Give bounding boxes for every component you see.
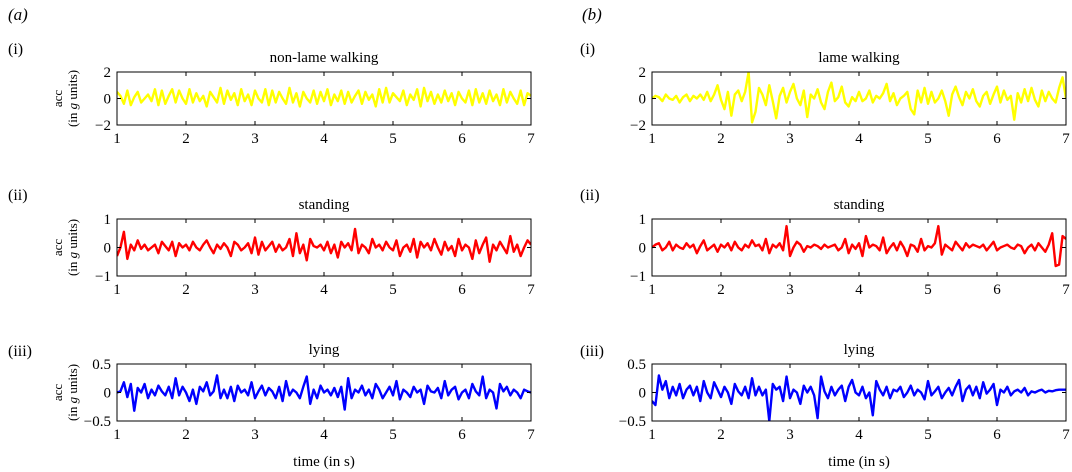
x-tick-label: 7 [1062,282,1070,298]
y-tick-label: 0 [104,386,112,402]
y-tick-label: −0.5 [84,414,111,430]
subplot-3: (ii) standing 1 2 3 4 5 6 7 −1 0 1 [580,187,1070,298]
x-tick-label: 2 [717,427,725,443]
series-line [652,72,1066,124]
x-tick-label: 4 [320,131,328,147]
y-tick-label: 0.5 [627,357,646,373]
x-tick-label: 1 [113,282,121,298]
x-tick-label: 3 [786,282,794,298]
row-label: (ii) [8,187,28,204]
axes-frame [651,71,1067,126]
subplot-2: (ii) standing 1 2 3 4 5 6 7 −1 0 1 acc(in g units) [8,187,535,298]
row-label: (iii) [8,343,32,360]
x-tick-label: 1 [648,131,656,147]
y-tick-label: 0 [639,386,647,402]
x-tick-label: 5 [924,131,932,147]
chart-title: standing [834,197,885,213]
x-tick-label: 1 [648,427,656,443]
x-tick-label: 6 [458,131,466,147]
y-tick-label: −1 [95,269,111,285]
series-line [117,374,531,412]
x-tick-label: 4 [855,131,863,147]
y-tick-label: 2 [639,65,647,81]
panel-label-b: (b) [582,5,602,24]
x-tick-label: 3 [251,282,259,298]
y-tick-label: 0 [639,241,647,257]
series-line [652,224,1066,268]
x-tick-label: 6 [993,282,1001,298]
panel-label-a: (a) [8,5,28,24]
y-tick-label: −0.5 [619,414,646,430]
x-axis-label: time (in s) [293,454,355,470]
x-tick-label: 4 [855,427,863,443]
charts: (i) non-lame walking 1 2 3 4 5 6 7 −2 0 2 acc(in g u… [8,41,1070,443]
x-tick-label: 1 [648,282,656,298]
x-tick-label: 3 [251,131,259,147]
x-tick-label: 1 [113,131,121,147]
x-tick-label: 4 [855,282,863,298]
x-tick-label: 5 [924,427,932,443]
x-tick-label: 1 [113,427,121,443]
x-tick-label: 6 [993,131,1001,147]
x-tick-label: 3 [786,131,794,147]
x-tick-label: 7 [527,282,535,298]
y-axis-label: acc(in g units) [50,364,80,421]
x-tick-label: 6 [458,282,466,298]
subplot-0: (i) non-lame walking 1 2 3 4 5 6 7 −2 0 2 acc(in g u… [8,41,535,147]
x-tick-label: 7 [1062,131,1070,147]
y-axis-label: acc(in g units) [50,219,80,276]
x-tick-label: 2 [182,427,190,443]
x-tick-label: 7 [527,427,535,443]
series-line [117,86,531,108]
row-label: (iii) [580,343,604,360]
x-tick-label: 5 [389,282,397,298]
chart-title: standing [299,197,350,213]
x-tick-label: 3 [786,427,794,443]
y-tick-label: 1 [639,212,647,228]
y-tick-label: 0 [639,92,647,108]
x-tick-label: 5 [389,131,397,147]
x-tick-label: 2 [717,131,725,147]
x-tick-label: 5 [924,282,932,298]
x-tick-label: 7 [1062,427,1070,443]
y-tick-label: −2 [630,118,646,134]
y-axis-label: acc(in g units) [50,70,80,127]
x-tick-label: 7 [527,131,535,147]
y-tick-label: 2 [104,65,112,81]
chart-title: lying [844,342,875,358]
series-line [652,374,1066,421]
row-label: (i) [8,41,23,58]
chart-title: lame walking [818,50,900,66]
row-label: (ii) [580,187,600,204]
y-tick-label: 0.5 [92,357,111,373]
x-tick-label: 2 [182,282,190,298]
x-axis-labels: time (in s) time (in s) [293,454,890,470]
chart-title: non-lame walking [270,50,379,66]
row-label: (i) [580,41,595,58]
subplot-1: (i) lame walking 1 2 3 4 5 6 7 −2 0 2 [580,41,1070,147]
subplot-5: (iii) lying 1 2 3 4 5 6 7 −0.5 0 0.5 [580,342,1070,443]
x-axis-label: time (in s) [828,454,890,470]
x-tick-label: 4 [320,427,328,443]
y-tick-label: 0 [104,92,112,108]
y-tick-label: −2 [95,118,111,134]
x-tick-label: 4 [320,282,328,298]
y-tick-label: 0 [104,241,112,257]
panel-labels: (a) (b) [8,5,602,24]
series-line [117,227,531,263]
x-tick-label: 3 [251,427,259,443]
x-tick-label: 5 [389,427,397,443]
x-tick-label: 2 [182,131,190,147]
x-tick-label: 2 [717,282,725,298]
subplot-4: (iii) lying 1 2 3 4 5 6 7 −0.5 0 0.5 acc(in g units) [8,342,535,443]
y-tick-label: 1 [104,212,112,228]
x-tick-label: 6 [458,427,466,443]
chart-title: lying [309,342,340,358]
y-tick-label: −1 [630,269,646,285]
x-tick-label: 6 [993,427,1001,443]
